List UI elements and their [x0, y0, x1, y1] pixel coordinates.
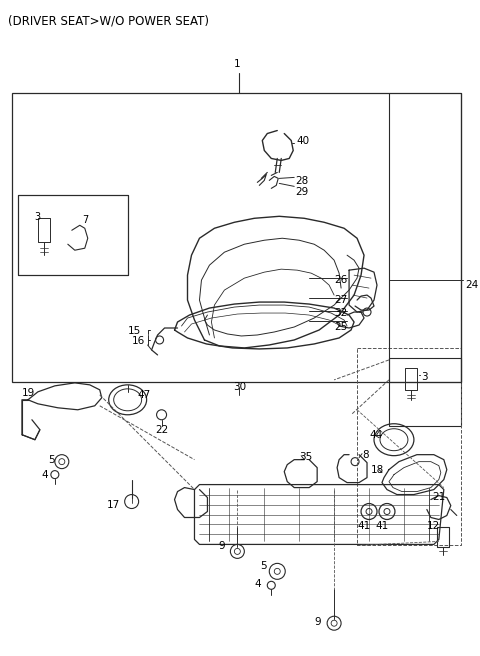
- Text: 8: 8: [362, 449, 369, 460]
- Text: 5: 5: [261, 562, 267, 571]
- Text: 3: 3: [34, 213, 40, 222]
- Bar: [389, 358, 461, 426]
- Text: 18: 18: [371, 464, 384, 475]
- Text: 9: 9: [314, 617, 321, 627]
- Text: 17: 17: [107, 500, 120, 510]
- Text: 28: 28: [295, 176, 309, 186]
- Text: 5: 5: [48, 455, 55, 464]
- Text: 21: 21: [432, 491, 445, 502]
- Text: 19: 19: [22, 388, 35, 398]
- Text: (DRIVER SEAT>W/O POWER SEAT): (DRIVER SEAT>W/O POWER SEAT): [8, 15, 209, 28]
- Text: 4: 4: [42, 470, 48, 480]
- Text: 47: 47: [138, 390, 151, 400]
- Circle shape: [125, 495, 139, 508]
- Bar: [12, 92, 461, 382]
- Text: 16: 16: [132, 336, 145, 346]
- Text: 4: 4: [255, 579, 261, 589]
- Text: 44: 44: [369, 430, 382, 440]
- Bar: [18, 195, 128, 275]
- Text: 22: 22: [155, 424, 168, 435]
- Text: 30: 30: [233, 382, 246, 392]
- Text: 26: 26: [334, 275, 347, 285]
- Text: 12: 12: [427, 522, 441, 531]
- Text: 1: 1: [234, 58, 240, 69]
- Text: 15: 15: [128, 326, 141, 336]
- Text: 7: 7: [82, 215, 88, 225]
- Text: 3: 3: [421, 372, 428, 382]
- Text: 29: 29: [295, 188, 309, 197]
- Text: 41: 41: [357, 522, 370, 531]
- Bar: [357, 348, 461, 545]
- Text: 24: 24: [465, 280, 478, 290]
- Text: 41: 41: [375, 522, 388, 531]
- Text: 32: 32: [334, 308, 347, 318]
- Text: 35: 35: [299, 452, 312, 462]
- Text: 25: 25: [334, 322, 347, 332]
- Text: 9: 9: [219, 541, 226, 552]
- Text: 27: 27: [334, 295, 347, 305]
- Text: 40: 40: [296, 136, 309, 146]
